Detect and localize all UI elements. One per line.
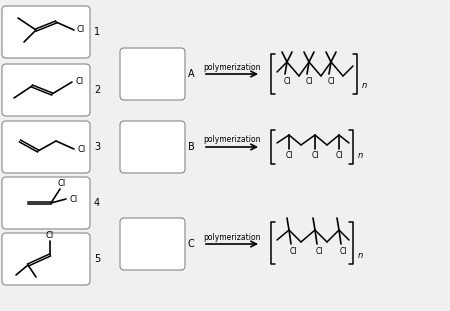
Text: Cl: Cl: [339, 247, 347, 256]
Text: 3: 3: [94, 142, 100, 152]
FancyBboxPatch shape: [2, 233, 90, 285]
Text: polymerization: polymerization: [203, 136, 261, 145]
Text: Cl: Cl: [58, 179, 66, 188]
Text: Cl: Cl: [315, 247, 323, 256]
Text: Cl: Cl: [77, 26, 85, 35]
FancyBboxPatch shape: [120, 121, 185, 173]
Text: 5: 5: [94, 254, 100, 264]
FancyBboxPatch shape: [120, 218, 185, 270]
Text: 1: 1: [94, 27, 100, 37]
Text: Cl: Cl: [283, 77, 291, 86]
Text: Cl: Cl: [305, 77, 313, 86]
Text: n: n: [357, 252, 363, 261]
Text: A: A: [188, 69, 194, 79]
Text: n: n: [357, 151, 363, 160]
Text: Cl: Cl: [289, 247, 297, 256]
Text: polymerization: polymerization: [203, 233, 261, 242]
Text: 2: 2: [94, 85, 100, 95]
Text: Cl: Cl: [76, 77, 84, 86]
FancyBboxPatch shape: [2, 177, 90, 229]
FancyBboxPatch shape: [120, 48, 185, 100]
Text: Cl: Cl: [78, 145, 86, 154]
Text: Cl: Cl: [311, 151, 319, 160]
Text: Cl: Cl: [285, 151, 293, 160]
Text: 4: 4: [94, 198, 100, 208]
FancyBboxPatch shape: [2, 121, 90, 173]
Text: Cl: Cl: [335, 151, 343, 160]
FancyBboxPatch shape: [2, 6, 90, 58]
FancyBboxPatch shape: [2, 64, 90, 116]
Text: C: C: [188, 239, 194, 249]
Text: polymerization: polymerization: [203, 63, 261, 72]
Text: B: B: [188, 142, 194, 152]
Text: Cl: Cl: [70, 194, 78, 203]
Text: Cl: Cl: [327, 77, 335, 86]
Text: Cl: Cl: [46, 230, 54, 239]
Text: n: n: [361, 81, 367, 91]
